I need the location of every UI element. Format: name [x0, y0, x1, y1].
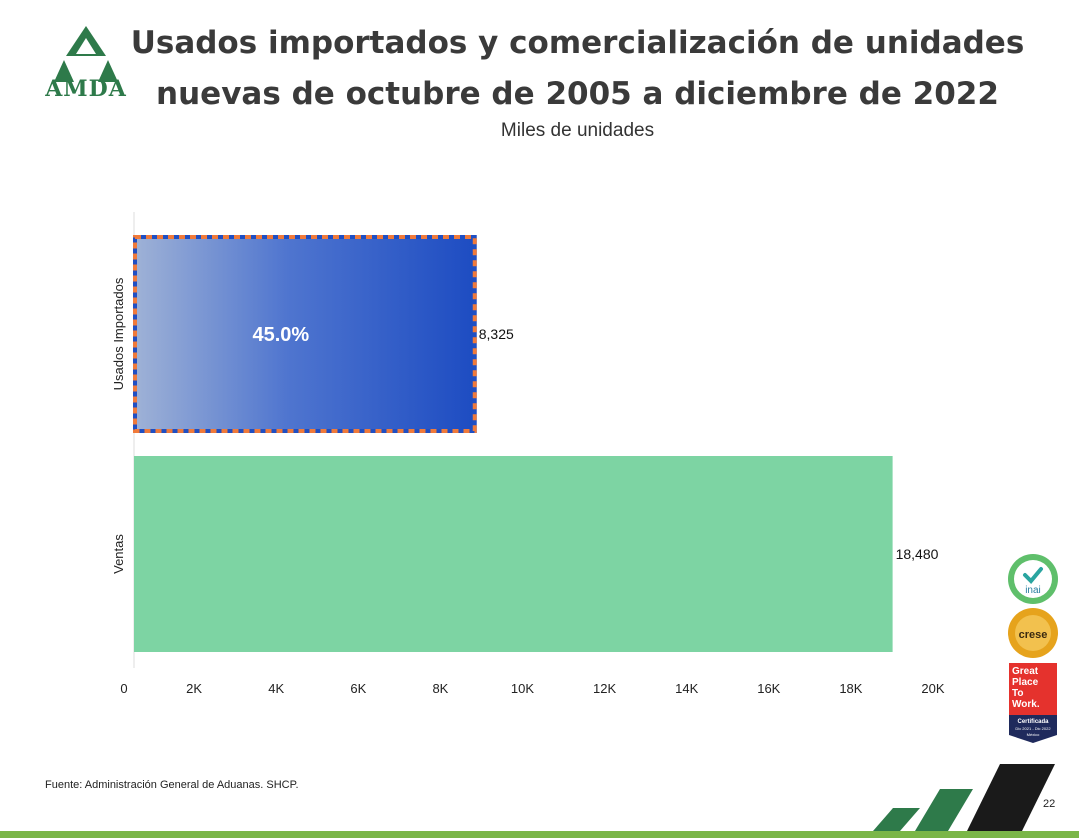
logo-text: AMDA — [44, 76, 127, 100]
crese-label: crese — [1019, 629, 1048, 641]
category-label-ventas: Ventas — [111, 534, 126, 574]
bottom-bar — [0, 831, 1079, 838]
amda-logo: AMDA — [44, 26, 127, 100]
category-label-usados-importados: Usados Importados — [111, 277, 126, 390]
gptw-line-3: To — [1012, 688, 1023, 699]
x-tick-label: 6K — [350, 681, 366, 696]
x-tick-label: 10K — [511, 681, 534, 696]
bar-inner-label: 45.0% — [253, 324, 310, 346]
inai-badge: inai — [1008, 554, 1058, 604]
x-tick-label: 0 — [120, 681, 127, 696]
gptw-line-4: Work. — [1012, 699, 1040, 710]
gptw-cert: Certificada — [1017, 719, 1049, 725]
source-note: Fuente: Administración General de Aduana… — [45, 779, 299, 791]
x-tick-label: 16K — [757, 681, 780, 696]
x-tick-label: 2K — [186, 681, 202, 696]
bar-ventas — [134, 456, 893, 652]
page-number: 22 — [1043, 798, 1056, 810]
x-tick-label: 18K — [839, 681, 862, 696]
x-tick-label: 4K — [268, 681, 284, 696]
x-tick-label: 20K — [921, 681, 944, 696]
x-tick-label: 8K — [432, 681, 448, 696]
x-tick-label: 14K — [675, 681, 698, 696]
gptw-line-2: Place — [1012, 677, 1039, 688]
inai-label: inai — [1025, 585, 1041, 596]
gptw-country: México — [1027, 732, 1040, 737]
title-line-2: nuevas de octubre de 2005 a diciembre de… — [156, 76, 999, 112]
chart-subtitle: Miles de unidades — [500, 120, 655, 141]
data-label-usados-importados: 8,325 — [479, 326, 514, 342]
bar-highlight-border — [133, 235, 477, 433]
gptw-line-1: Great — [1012, 666, 1039, 677]
x-tick-label: 12K — [593, 681, 616, 696]
great-place-to-work-badge: Great Place To Work. Certificada Dic 202… — [1009, 663, 1057, 743]
data-label-ventas: 18,480 — [896, 546, 939, 562]
bar-usados-importados — [134, 236, 476, 432]
title-line-1: Usados importados y comercialización de … — [130, 25, 1025, 61]
page-title: Usados importados y comercialización de … — [130, 18, 1025, 120]
bar-chart: 45.0% 8,325 Usados Importados 18,480 Ventas 0… — [111, 212, 945, 696]
gptw-period: Dic 2021 - Dic 2022 — [1015, 726, 1051, 731]
decorative-stripes — [873, 764, 1055, 831]
crese-badge: crese — [1008, 608, 1058, 658]
